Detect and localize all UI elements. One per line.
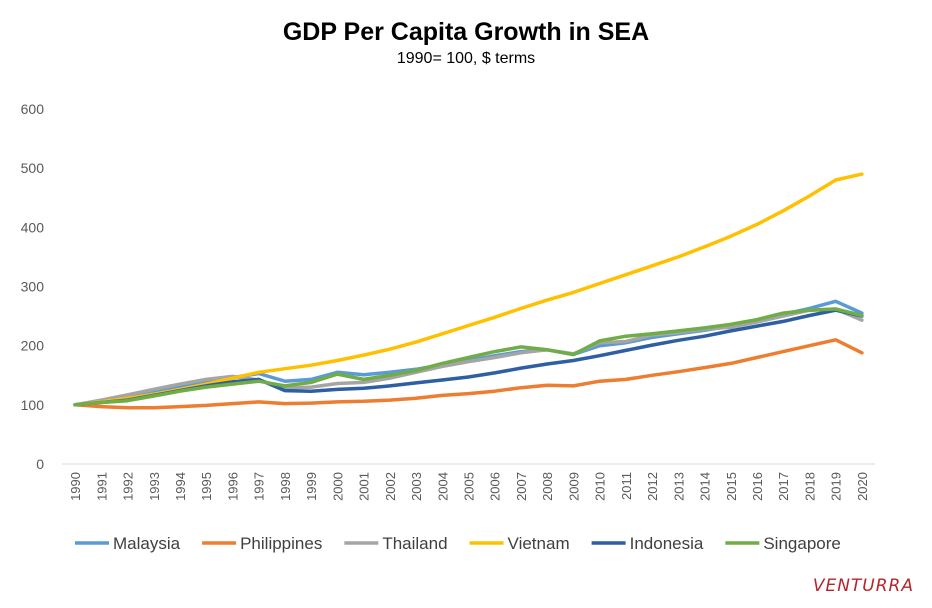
legend-item-singapore: Singapore: [725, 534, 841, 553]
y-axis: 0 100 200 300 400 500 600: [21, 101, 45, 472]
series-line-singapore: [73, 307, 864, 407]
x-tick-label: 2017: [776, 472, 791, 501]
legend-item-thailand: Thailand: [344, 534, 448, 553]
x-tick-label: 2018: [802, 472, 817, 501]
y-tick-label: 100: [21, 397, 45, 413]
x-tick-label: 2020: [855, 472, 870, 501]
legend: Malaysia Philippines Thailand Vietnam Indone…: [75, 534, 841, 553]
chart-subtitle: 1990= 100, $ terms: [396, 50, 536, 67]
legend-item-indonesia: Indonesia: [591, 534, 704, 553]
x-tick-label: 2000: [330, 472, 345, 501]
legend-label: Thailand: [382, 534, 447, 553]
y-tick-label: 0: [36, 456, 44, 472]
x-tick-label: 2007: [514, 472, 529, 501]
x-tick-label: 1990: [68, 472, 83, 501]
x-tick-label: 1991: [94, 472, 109, 501]
x-tick-label: 1994: [173, 472, 188, 501]
x-tick-label: 2006: [488, 472, 503, 501]
legend-label: Indonesia: [630, 534, 704, 553]
legend-label: Philippines: [240, 534, 322, 553]
x-tick-label: 2015: [724, 472, 739, 501]
x-tick-label: 2010: [593, 472, 608, 501]
brand-logo: VENTURRA: [812, 576, 914, 596]
legend-label: Singapore: [763, 534, 841, 553]
x-tick-label: 1997: [252, 472, 267, 501]
x-axis: 1990 1991 1992 1993 1994 1995 1996 1997 1998 1999…: [68, 472, 870, 501]
x-tick-label: 2003: [409, 472, 424, 501]
x-tick-label: 2013: [671, 472, 686, 501]
x-tick-label: 1998: [278, 472, 293, 501]
x-tick-label: 2001: [357, 472, 372, 501]
series-line-philippines: [73, 338, 864, 410]
x-tick-label: 1996: [225, 472, 240, 501]
x-tick-label: 2016: [750, 472, 765, 501]
y-tick-label: 200: [21, 338, 45, 354]
y-tick-label: 300: [21, 279, 45, 295]
chart-title: GDP Per Capita Growth in SEA: [282, 18, 650, 46]
x-tick-label: 2002: [383, 472, 398, 501]
x-tick-label: 2019: [829, 472, 844, 501]
legend-label: Vietnam: [508, 534, 570, 553]
x-tick-label: 2012: [645, 472, 660, 501]
x-tick-label: 2014: [698, 472, 713, 501]
x-tick-label: 2008: [540, 472, 555, 501]
legend-label: Malaysia: [113, 534, 181, 553]
x-tick-label: 2005: [462, 472, 477, 501]
y-tick-label: 500: [21, 160, 45, 176]
x-tick-label: 1993: [147, 472, 162, 501]
x-tick-label: 2011: [619, 472, 634, 500]
plot-area: [73, 172, 864, 410]
y-tick-label: 600: [21, 101, 45, 117]
legend-item-vietnam: Vietnam: [469, 534, 570, 553]
series-line-vietnam: [73, 172, 864, 407]
x-tick-label: 1995: [199, 472, 214, 501]
series-line-thailand: [73, 307, 864, 407]
x-tick-label: 2004: [435, 472, 450, 501]
y-tick-label: 400: [21, 219, 45, 235]
x-tick-label: 1999: [304, 472, 319, 501]
legend-item-philippines: Philippines: [202, 534, 322, 553]
x-tick-label: 2009: [566, 472, 581, 501]
legend-item-malaysia: Malaysia: [75, 534, 181, 553]
x-tick-label: 1992: [121, 472, 136, 501]
